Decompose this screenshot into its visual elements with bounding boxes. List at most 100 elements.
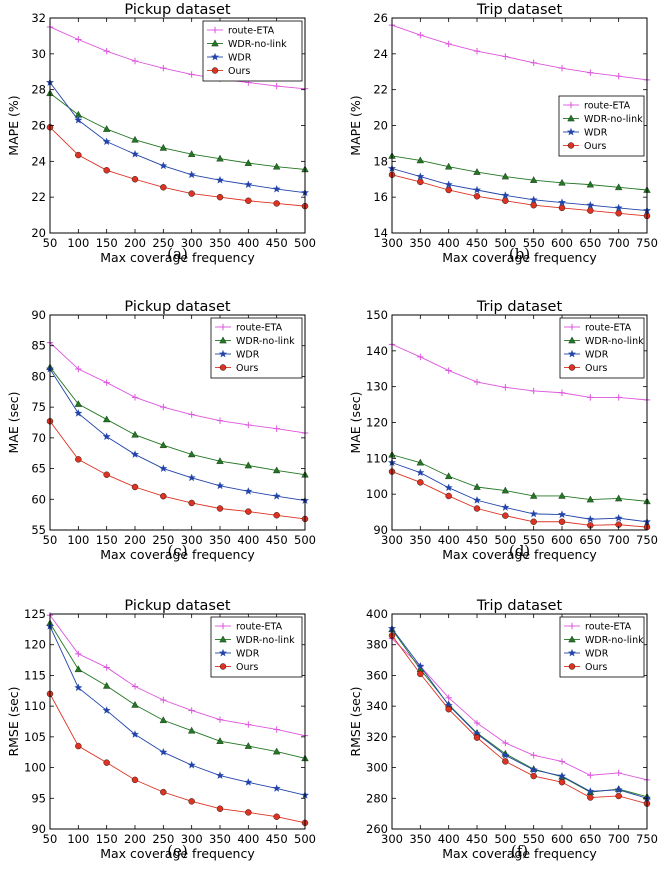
chart-2: Trip dataset 300 350 400 450 500 550 600 650 700 7… [348, 2, 658, 265]
series-ours [46, 124, 309, 210]
legend-marker [218, 349, 228, 358]
data-point [245, 809, 252, 816]
chart-3: Pickup dataset 50 100 150 200 250 300 350 400 450… [6, 299, 316, 562]
data-point [131, 683, 139, 690]
data-point [74, 683, 83, 692]
panel-caption: (a) [167, 245, 188, 263]
y-tick-label: 26 [373, 11, 388, 25]
data-point [472, 185, 482, 194]
data-point [502, 197, 509, 204]
data-point [160, 788, 167, 796]
data-point [445, 162, 453, 170]
legend-label: Ours [585, 662, 607, 673]
y-tick-label: 400 [366, 607, 388, 621]
data-point [473, 378, 481, 386]
x-tick-label: 50 [43, 832, 58, 846]
series-line [391, 454, 648, 502]
y-axis-label: MAPE (%) [348, 95, 363, 155]
data-point [501, 172, 509, 180]
y-tick-label: 360 [366, 668, 388, 682]
legend-label: WDR-no-link [585, 635, 644, 646]
data-point [445, 694, 452, 701]
data-point [131, 394, 139, 401]
x-tick-label: 300 [181, 533, 203, 547]
data-point [216, 457, 224, 464]
legend-marker [568, 336, 576, 344]
x-tick-label: 700 [608, 832, 630, 846]
y-tick-label: 320 [366, 730, 388, 744]
data-point [272, 491, 281, 500]
series-line [391, 628, 648, 799]
x-tick-label: 350 [409, 236, 431, 250]
legend-item: WDR [564, 350, 609, 361]
x-tick-label: 350 [209, 533, 231, 547]
y-tick-label: 90 [31, 822, 46, 836]
data-point [614, 785, 623, 794]
data-point [473, 168, 481, 175]
series-line [391, 638, 648, 781]
x-tick-label: 700 [608, 236, 630, 250]
plot-frame [49, 613, 306, 830]
legend-marker [567, 142, 575, 149]
x-tick-label: 250 [152, 832, 174, 846]
data-point [159, 143, 167, 151]
data-point [215, 175, 225, 184]
series-line [391, 471, 648, 528]
data-point [273, 512, 280, 519]
data-point [160, 493, 167, 500]
x-axis-label: Max coverage frequency [442, 846, 597, 861]
data-point [502, 512, 509, 519]
legend-label: Ours [228, 66, 250, 77]
x-axis-label: Max coverage frequency [442, 250, 597, 265]
data-point [587, 394, 594, 401]
y-tick-label: 120 [24, 638, 46, 652]
legend: route-ETA WDR-no-link WDR Ours [202, 20, 303, 82]
x-tick-label: 100 [67, 533, 89, 547]
legend-item: Ours [215, 363, 258, 374]
data-point [103, 167, 110, 174]
data-point [530, 387, 537, 395]
data-point [187, 760, 196, 769]
data-point [558, 778, 566, 786]
data-point [417, 178, 424, 186]
data-point [75, 36, 82, 43]
x-axis-label: Max coverage frequency [442, 547, 597, 562]
series-line [391, 462, 648, 523]
data-point [614, 513, 623, 522]
series-line [391, 635, 648, 805]
data-point [416, 172, 425, 180]
data-point [473, 719, 481, 727]
y-tick-label: 140 [366, 344, 388, 358]
data-point [273, 200, 280, 207]
chart-6: Trip dataset 300 350 400 450 500 550 600 650 700 7… [348, 598, 658, 861]
y-tick-label: 18 [373, 154, 388, 168]
data-point [273, 813, 280, 820]
series-line [49, 26, 306, 90]
data-point [215, 481, 225, 490]
data-point [244, 487, 253, 495]
series-wdr [45, 622, 310, 799]
legend-marker [219, 622, 227, 630]
legend-item: Ours [564, 662, 607, 673]
data-point [530, 176, 538, 183]
x-tick-label: 300 [381, 236, 403, 250]
series-wdr-no-link [388, 450, 651, 505]
data-point [473, 483, 481, 490]
data-point [159, 464, 168, 472]
data-point [103, 125, 111, 132]
data-point [501, 503, 510, 511]
data-point [473, 47, 481, 55]
legend-item: Ours [563, 141, 606, 152]
panel-caption: (d) [509, 542, 530, 560]
series-wdr [45, 364, 310, 504]
chart-5: Pickup dataset 50 100 150 200 250 300 350 400 450… [6, 598, 316, 861]
legend-box [202, 20, 303, 82]
legend-label: WDR [236, 649, 260, 660]
chart-title: Pickup dataset [124, 2, 231, 18]
data-point [273, 162, 281, 170]
x-tick-label: 550 [523, 832, 545, 846]
data-point [130, 149, 140, 158]
legend: route-ETA WDR-no-link WDR Ours [210, 317, 303, 379]
data-point [530, 202, 537, 209]
